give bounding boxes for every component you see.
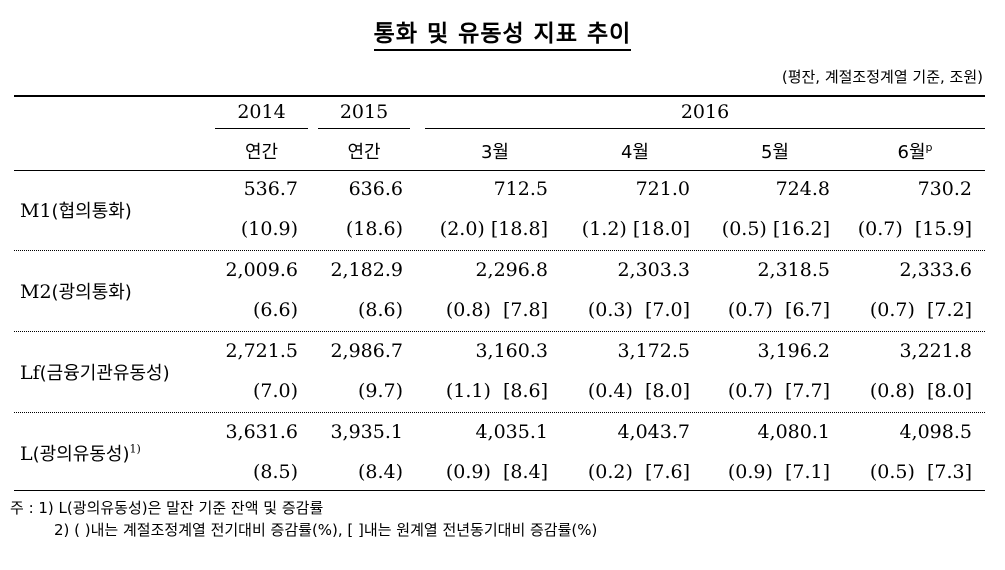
header-year-2016: 2016 xyxy=(680,101,730,123)
header-month-3: 3월 xyxy=(480,142,509,163)
unit-note: (평잔, 계절조정계열 기준, 조원) xyxy=(781,68,983,86)
row-label: M1(협의통화) xyxy=(20,197,132,223)
header-annual-2014: 연간 xyxy=(244,142,279,163)
preliminary-mark: p xyxy=(925,141,933,154)
table-cell-value: 2,721.5 xyxy=(225,340,298,362)
header-rule-2015 xyxy=(318,128,410,129)
footnote-1: 주 : 1) L(광의유동성)은 말잔 기준 잔액 및 증감률 xyxy=(10,499,324,517)
header-month-5: 5월 xyxy=(760,142,789,163)
header-rule-2014 xyxy=(215,128,308,129)
table-cell-value: 3,172.5 xyxy=(617,340,690,362)
header-month-4: 4월 xyxy=(620,142,649,163)
table-cell-change: (0.8) [8.0] xyxy=(869,380,972,402)
row-label-code: M1 xyxy=(20,200,52,222)
table-cell-change: (0.3) [7.0] xyxy=(587,299,690,321)
table-cell-value: 636.6 xyxy=(348,178,403,200)
table-cell-change: (10.9) xyxy=(240,218,298,240)
footnote-ref: 1) xyxy=(129,442,141,456)
header-year-2014: 2014 xyxy=(237,101,286,123)
row-label-korean: (광의통화) xyxy=(51,282,132,303)
row-label-korean: (광의유동성) xyxy=(32,444,130,465)
footnotes: 주 : 1) L(광의유동성)은 말잔 기준 잔액 및 증감률 2) ( )내는… xyxy=(10,497,597,541)
table-cell-change: (0.7) [6.7] xyxy=(727,299,830,321)
table-cell-change: (2.0) [18.8] xyxy=(439,218,548,240)
table-cell-value: 2,182.9 xyxy=(330,259,403,281)
table-cell-value: 4,098.5 xyxy=(899,421,972,443)
table-cell-value: 3,631.6 xyxy=(225,421,298,443)
table-cell-value: 2,986.7 xyxy=(330,340,403,362)
row-label: L(광의유동성)1) xyxy=(20,440,141,466)
table-cell-change: (0.7) [7.7] xyxy=(727,380,830,402)
table-cell-value: 3,160.3 xyxy=(475,340,548,362)
row-divider xyxy=(14,331,985,332)
header-year-2015: 2015 xyxy=(339,101,389,123)
row-label: Lf(금융기관유동성) xyxy=(20,359,170,385)
row-label-korean: (금융기관유동성) xyxy=(39,363,170,384)
table-cell-value: 2,318.5 xyxy=(757,259,830,281)
table-cell-change: (0.5) [16.2] xyxy=(721,218,830,240)
table-cell-value: 730.2 xyxy=(917,178,972,200)
table-cell-value: 712.5 xyxy=(493,178,548,200)
table-cell-change: (8.4) xyxy=(357,461,403,483)
table-cell-change: (7.0) xyxy=(252,380,298,402)
table-cell-value: 4,043.7 xyxy=(617,421,690,443)
table-cell-change: (0.2) [7.6] xyxy=(587,461,690,483)
table-bottom-rule xyxy=(14,490,985,491)
row-label-code: L xyxy=(20,443,33,465)
row-label-code: Lf xyxy=(20,362,40,384)
table-cell-change: (0.5) [7.3] xyxy=(869,461,972,483)
table-cell-value: 2,296.8 xyxy=(475,259,548,281)
table-cell-change: (0.9) [8.4] xyxy=(445,461,548,483)
header-rule-2016 xyxy=(425,128,985,129)
table-cell-value: 2,333.6 xyxy=(899,259,972,281)
row-label-code: M2 xyxy=(20,281,52,303)
table-cell-value: 3,935.1 xyxy=(330,421,403,443)
header-annual-2015: 연간 xyxy=(347,142,381,163)
table-cell-change: (1.1) [8.6] xyxy=(445,380,548,402)
table-cell-value: 536.7 xyxy=(243,178,298,200)
header-bottom-rule xyxy=(14,170,985,171)
table-cell-change: (8.6) xyxy=(357,299,403,321)
table-cell-value: 721.0 xyxy=(635,178,690,200)
row-label-korean: (협의통화) xyxy=(51,201,132,222)
table-cell-change: (6.6) xyxy=(252,299,298,321)
row-divider xyxy=(14,412,985,413)
row-divider xyxy=(14,250,985,251)
table-cell-change: (1.2) [18.0] xyxy=(581,218,690,240)
table-cell-value: 3,221.8 xyxy=(899,340,972,362)
table-cell-change: (0.4) [8.0] xyxy=(587,380,690,402)
table-cell-change: (0.7) [15.9] xyxy=(857,218,972,240)
table-cell-change: (8.5) xyxy=(252,461,298,483)
table-cell-change: (0.8) [7.8] xyxy=(445,299,548,321)
row-label: M2(광의통화) xyxy=(20,278,132,304)
table-cell-value: 2,303.3 xyxy=(617,259,690,281)
table-cell-value: 3,196.2 xyxy=(757,340,830,362)
table-cell-change: (18.6) xyxy=(345,218,403,240)
table-cell-change: (9.7) xyxy=(357,380,403,402)
page-title: 통화 및 유동성 지표 추이 xyxy=(0,14,1005,51)
table-cell-value: 2,009.6 xyxy=(225,259,298,281)
table-cell-value: 4,080.1 xyxy=(757,421,830,443)
table-cell-change: (0.9) [7.1] xyxy=(727,461,830,483)
header-month-6: 6월p xyxy=(897,141,933,163)
table-cell-value: 724.8 xyxy=(775,178,830,200)
table-cell-value: 4,035.1 xyxy=(475,421,548,443)
table-cell-change: (0.7) [7.2] xyxy=(869,299,972,321)
table-top-rule xyxy=(14,95,985,97)
footnote-2: 2) ( )내는 계절조정계열 전기대비 증감률(%), [ ]내는 원계열 전… xyxy=(54,521,598,539)
